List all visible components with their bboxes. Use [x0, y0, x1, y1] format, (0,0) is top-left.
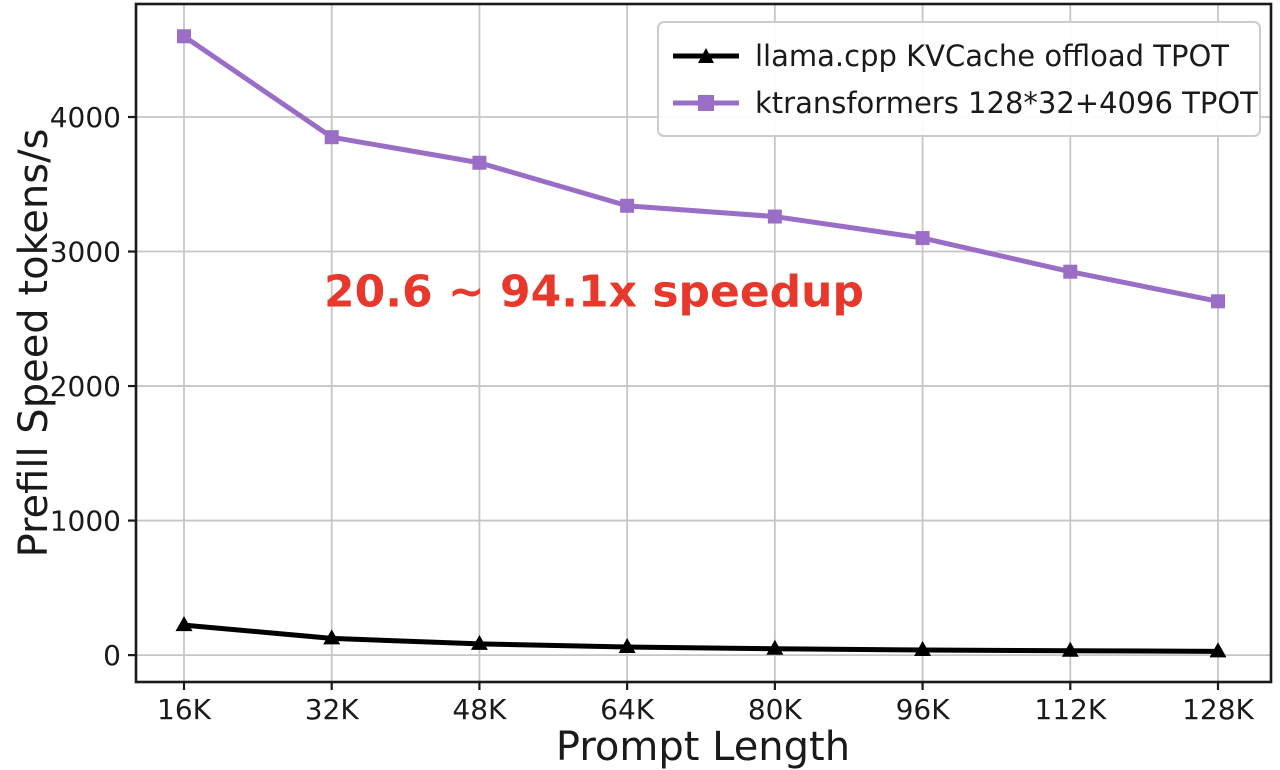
x-tick-label: 64K — [600, 693, 655, 726]
square-marker-icon — [472, 155, 487, 170]
y-tick-label: 0 — [103, 639, 121, 672]
speedup-annotation: 20.6 ~ 94.1x speedup — [323, 266, 865, 318]
x-tick-label: 16K — [157, 693, 212, 726]
triangle-marker-icon — [1061, 641, 1079, 657]
y-tick-label: 2000 — [50, 370, 121, 403]
y-tick-label: 4000 — [50, 101, 121, 134]
series-line-triangle — [183, 622, 1219, 654]
legend: llama.cpp KVCache offload TPOT ktransfor… — [657, 21, 1261, 137]
legend-entry-llamacpp: llama.cpp KVCache offload TPOT — [673, 32, 1245, 79]
triangle-marker-icon — [766, 639, 784, 655]
legend-swatch-square-icon — [673, 94, 739, 111]
x-tick-label: 112K — [1034, 693, 1106, 726]
square-marker-icon — [620, 198, 635, 213]
x-axis-label: Prompt Length — [555, 724, 851, 770]
x-tick-label: 80K — [748, 693, 803, 726]
axes-frame — [134, 2, 1273, 684]
triangle-marker-icon — [323, 629, 341, 645]
x-tick-label: 32K — [305, 693, 360, 726]
y-axis-label: Prefill Speed tokens/s — [11, 128, 57, 558]
square-marker-icon — [1211, 294, 1225, 309]
y-tick-label: 1000 — [50, 505, 121, 538]
square-marker-icon — [324, 130, 339, 145]
series-line-square — [182, 34, 1219, 304]
legend-entry-ktransformers: ktransformers 128*32+4096 TPOT — [673, 79, 1258, 126]
triangle-marker-icon — [470, 634, 488, 650]
square-marker-icon — [1063, 264, 1078, 279]
square-marker-icon — [767, 209, 782, 224]
x-tick-label: 128K — [1182, 693, 1254, 726]
triangle-marker-icon — [914, 640, 932, 656]
triangle-marker-icon — [1209, 642, 1227, 658]
legend-swatch-triangle-icon — [673, 47, 739, 63]
triangle-marker-icon — [618, 638, 636, 654]
triangle-marker-icon — [175, 616, 193, 632]
legend-label-ktransformers: ktransformers 128*32+4096 TPOT — [755, 85, 1258, 120]
x-tick-label: 96K — [896, 693, 951, 726]
square-marker-icon — [915, 231, 930, 246]
legend-label-llamacpp: llama.cpp KVCache offload TPOT — [755, 38, 1230, 73]
x-tick-label: 48K — [452, 693, 507, 726]
y-tick-label: 3000 — [50, 236, 121, 269]
square-marker-icon — [177, 29, 191, 44]
